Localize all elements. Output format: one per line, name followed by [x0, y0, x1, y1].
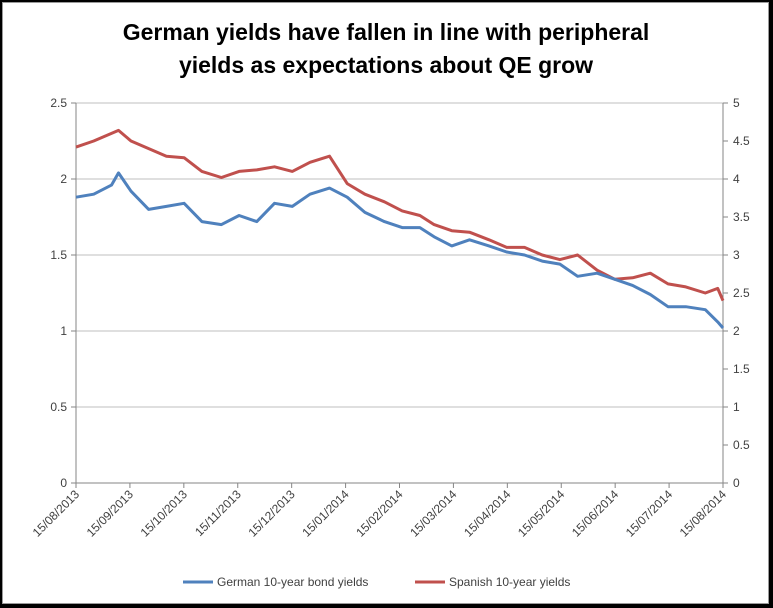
y-tick-label: 0 [60, 476, 67, 490]
x-tick-label: 15/05/2014 [515, 487, 568, 540]
legend: German 10-year bond yields Spanish 10-yea… [183, 575, 570, 589]
x-tick-label: 15/12/2013 [245, 487, 298, 540]
y-tick-label: 2 [60, 172, 67, 186]
y-tick-label: 2.5 [50, 96, 67, 110]
y2-tick-label: 0.5 [733, 438, 750, 452]
x-tick-label: 15/08/2014 [677, 487, 730, 540]
x-tick-label: 15/01/2014 [299, 487, 352, 540]
x-tick-label: 15/02/2014 [353, 487, 406, 540]
x-axis: 15/08/2013 15/09/2013 15/10/2013 15/11/2013… [30, 483, 730, 540]
x-tick-label: 15/08/2013 [30, 487, 83, 540]
y-tick-label: 1.5 [50, 248, 67, 262]
german-yield-line [75, 171, 725, 329]
y2-tick-label: 5 [733, 96, 740, 110]
series-lines [75, 128, 725, 329]
y-tick-label: 0.5 [50, 400, 67, 414]
y2-tick-label: 4 [733, 172, 740, 186]
x-tick-label: 15/03/2014 [407, 487, 460, 540]
y2-tick-label: 3 [733, 248, 740, 262]
chart-title-line-1: German yields have fallen in line with p… [123, 19, 650, 45]
y2-tick-label: 0 [733, 476, 740, 490]
line-chart: German yields have fallen in line with p… [30, 19, 750, 589]
left-y-axis: 0 0.5 1 1.5 2 2.5 [50, 96, 76, 490]
y2-tick-label: 2.5 [733, 286, 750, 300]
x-tick-label: 15/06/2014 [569, 487, 622, 540]
chart-title-line-2: yields as expectations about QE grow [179, 52, 593, 78]
legend-label: German 10-year bond yields [217, 575, 368, 589]
y2-tick-label: 2 [733, 324, 740, 338]
right-y-axis: 0 0.5 1 1.5 2 2.5 3 3.5 4 4.5 5 [723, 96, 750, 490]
y2-tick-label: 1 [733, 400, 740, 414]
axes [75, 103, 724, 484]
spanish-yield-line [75, 128, 725, 302]
x-tick-label: 15/10/2013 [138, 487, 191, 540]
x-tick-label: 15/04/2014 [461, 487, 514, 540]
x-tick-label: 15/09/2013 [84, 487, 137, 540]
legend-label: Spanish 10-year yields [449, 575, 570, 589]
y2-tick-label: 3.5 [733, 210, 750, 224]
y2-tick-label: 4.5 [733, 134, 750, 148]
x-tick-label: 15/11/2013 [192, 487, 244, 539]
x-tick-label: 15/07/2014 [623, 487, 676, 540]
y-tick-label: 1 [60, 324, 67, 338]
y2-tick-label: 1.5 [733, 362, 750, 376]
gridlines [76, 102, 723, 408]
